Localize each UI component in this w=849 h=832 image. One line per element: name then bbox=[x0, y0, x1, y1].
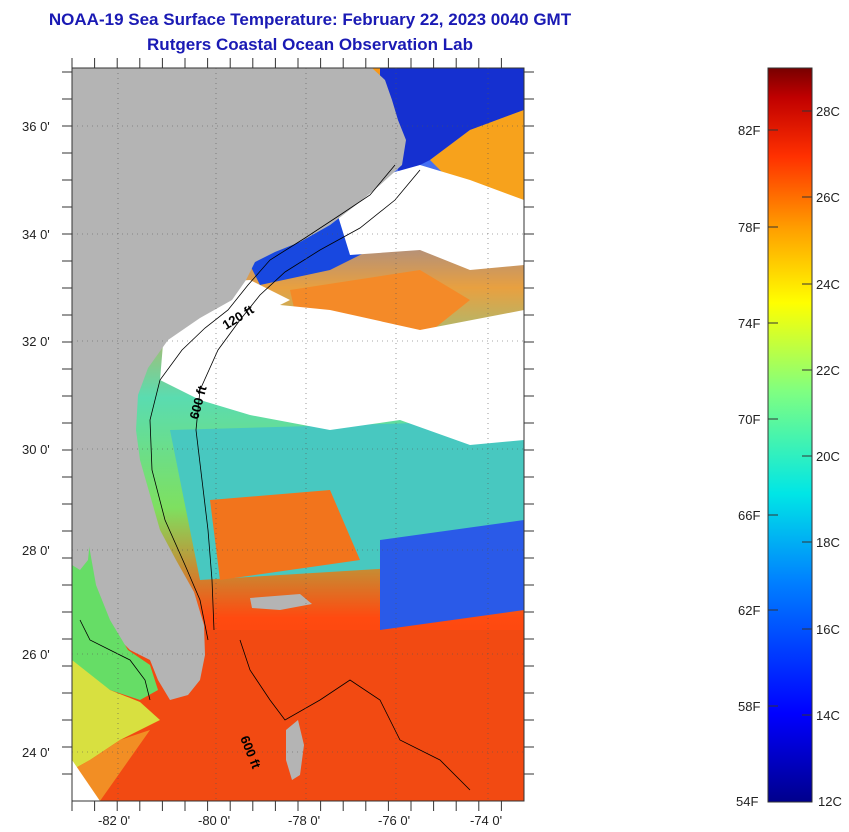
scale-c-20: 20C bbox=[816, 449, 840, 464]
gulf-water-yellow bbox=[72, 660, 160, 770]
warm-patch-center bbox=[210, 490, 360, 580]
grid-lines bbox=[72, 68, 524, 801]
land-southeast-us bbox=[72, 68, 406, 700]
cloud-area-center bbox=[160, 300, 524, 445]
lat-label-36: 36 0' bbox=[22, 119, 50, 134]
color-scale-bar bbox=[767, 67, 813, 803]
scale-c-26: 26C bbox=[816, 190, 840, 205]
scale-f-54: 54F bbox=[736, 794, 758, 809]
scale-f-82: 82F bbox=[738, 123, 760, 138]
lat-label-32: 32 0' bbox=[22, 334, 50, 349]
axis-ticks bbox=[62, 58, 534, 811]
lat-label-26: 26 0' bbox=[22, 647, 50, 662]
scale-f-74: 74F bbox=[738, 316, 760, 331]
land-grand-bahama bbox=[250, 594, 312, 610]
lat-label-24: 24 0' bbox=[22, 745, 50, 760]
land-florida-panhandle-water bbox=[72, 490, 158, 700]
scale-f-66: 66F bbox=[738, 508, 760, 523]
blue-patch-east bbox=[380, 520, 524, 630]
scale-c-22: 22C bbox=[816, 363, 840, 378]
lon-label-74: -74 0' bbox=[470, 813, 502, 828]
contour-gulf bbox=[79, 619, 151, 701]
contour-bahamas bbox=[239, 639, 471, 791]
lon-label-80: -80 0' bbox=[198, 813, 230, 828]
cold-water-ne bbox=[380, 68, 524, 175]
ocean-white-corner bbox=[72, 760, 100, 801]
contour-600ft bbox=[195, 169, 421, 631]
scale-f-62: 62F bbox=[738, 603, 760, 618]
chart-subtitle: Rutgers Coastal Ocean Observation Lab bbox=[147, 35, 473, 54]
lat-label-30: 30 0' bbox=[22, 442, 50, 457]
lon-label-82: -82 0' bbox=[98, 813, 130, 828]
land-andros-island bbox=[286, 720, 304, 780]
scale-c-18: 18C bbox=[816, 535, 840, 550]
scale-c-16: 16C bbox=[816, 622, 840, 637]
scale-f-70: 70F bbox=[738, 412, 760, 427]
lat-label-28: 28 0' bbox=[22, 543, 50, 558]
scale-f-78: 78F bbox=[738, 220, 760, 235]
scale-c-14: 14C bbox=[816, 708, 840, 723]
scale-c-24: 24C bbox=[816, 277, 840, 292]
sst-map: 120 ft 600 ft 600 ft 36 0' 34 0' 32 0' 3… bbox=[22, 58, 534, 828]
contour-120ft bbox=[149, 164, 396, 641]
gulf-water-orange bbox=[72, 730, 150, 801]
lon-label-78: -78 0' bbox=[288, 813, 320, 828]
land-gulf-coast bbox=[72, 488, 90, 570]
scale-f-58: 58F bbox=[738, 699, 760, 714]
scale-ticks bbox=[768, 110, 812, 716]
cloud-area-north bbox=[330, 165, 524, 270]
lat-label-34: 34 0' bbox=[22, 227, 50, 242]
chart-title: NOAA-19 Sea Surface Temperature: Februar… bbox=[48, 10, 572, 29]
scale-c-12: 12C bbox=[818, 794, 842, 809]
scale-c-28: 28C bbox=[816, 104, 840, 119]
lon-label-76: -76 0' bbox=[378, 813, 410, 828]
